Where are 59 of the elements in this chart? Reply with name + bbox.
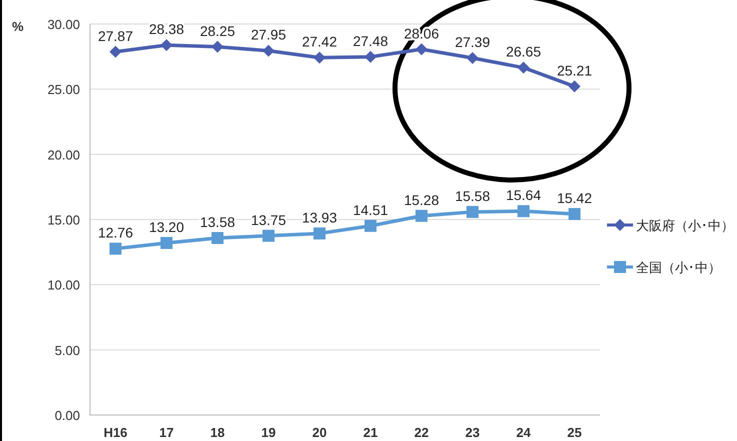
data-label: 27.87 — [98, 28, 134, 44]
data-label: 15.42 — [556, 190, 592, 206]
x-tick-label: 19 — [261, 425, 276, 440]
x-tick-label: 23 — [465, 425, 480, 440]
point — [466, 206, 478, 218]
point — [416, 43, 428, 56]
point — [466, 52, 478, 64]
data-label: 27.42 — [302, 34, 338, 50]
point — [364, 220, 376, 232]
y-tick-label: 5.00 — [54, 342, 80, 358]
data-label: 15.58 — [454, 188, 490, 204]
x-tick-label: 22 — [414, 425, 429, 440]
data-label: 13.93 — [302, 209, 338, 226]
point — [518, 62, 530, 74]
data-label: 12.76 — [98, 224, 134, 241]
data-label: 28.38 — [148, 21, 184, 38]
data-label: 15.28 — [404, 192, 440, 208]
x-tick-label: 18 — [210, 425, 225, 440]
data-label: 13.58 — [200, 214, 236, 230]
data-label: 28.25 — [200, 22, 236, 39]
data-label: 13.75 — [250, 212, 286, 228]
point — [364, 50, 376, 63]
point — [160, 39, 172, 52]
y-tick-label: 20.00 — [47, 147, 80, 162]
point — [568, 208, 580, 220]
x-tick-label: 20 — [312, 425, 327, 440]
x-tick-label: 25 — [567, 425, 582, 440]
legend-label: 大阪府（小･中） — [636, 218, 734, 233]
data-label: 27.95 — [250, 26, 286, 43]
y-tick-label: 0.00 — [54, 408, 80, 423]
point — [518, 205, 530, 218]
y-tick-label: 30.00 — [47, 17, 80, 32]
data-label: 27.39 — [454, 34, 490, 50]
data-label: 15.64 — [506, 187, 542, 204]
point — [212, 232, 224, 244]
y-tick-label: 10.00 — [47, 278, 80, 293]
point — [262, 230, 274, 242]
point — [160, 236, 172, 249]
y-axis-title: % — [12, 19, 24, 34]
x-tick-label: 24 — [516, 425, 532, 440]
x-tick-label: 17 — [159, 425, 174, 440]
point — [314, 227, 326, 240]
data-label: 13.20 — [148, 218, 184, 235]
data-label: 26.65 — [506, 44, 542, 60]
point — [416, 210, 428, 222]
data-label: 25.21 — [556, 62, 592, 78]
y-tick-label: 25.00 — [47, 82, 80, 98]
data-label: 14.51 — [352, 202, 388, 218]
x-tick-label: H16 — [104, 425, 128, 440]
point — [262, 44, 274, 57]
point — [314, 52, 326, 64]
legend-label: 全国（小･中） — [636, 260, 721, 275]
point — [568, 80, 580, 92]
point — [110, 242, 122, 255]
point — [110, 46, 122, 58]
y-tick-label: 15.00 — [47, 212, 80, 228]
point — [212, 40, 224, 53]
x-tick-label: 21 — [363, 425, 378, 440]
data-label: 27.48 — [352, 32, 388, 49]
